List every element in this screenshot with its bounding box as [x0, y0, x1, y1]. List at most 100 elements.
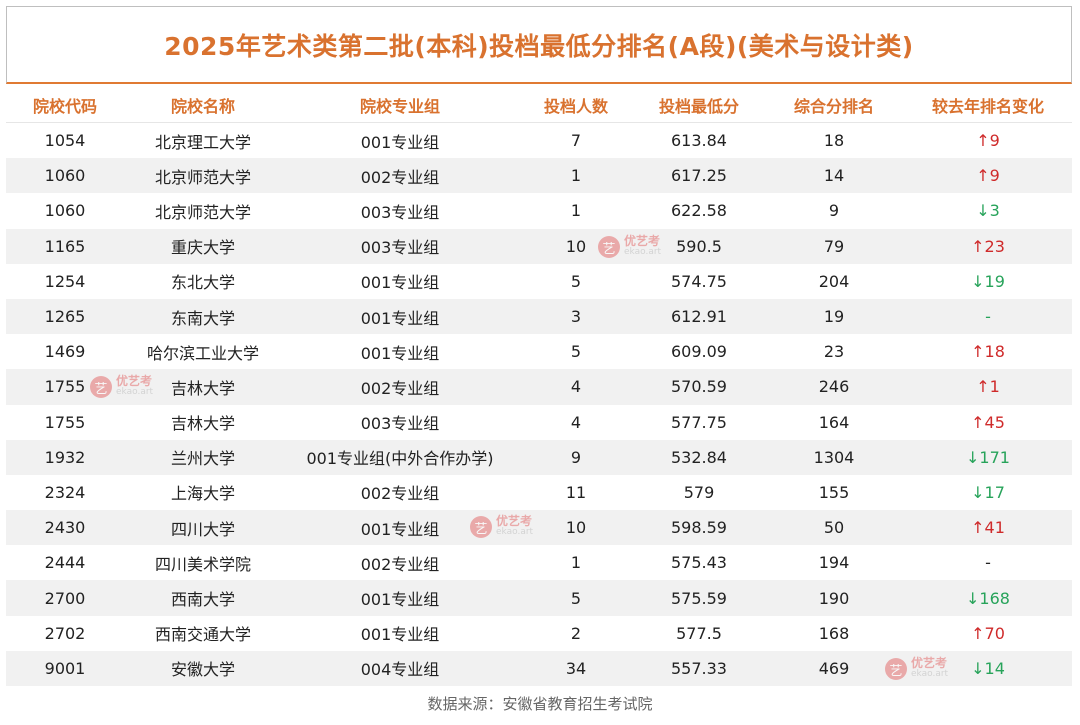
title-box: 2025年艺术类第二批(本科)投档最低分排名(A段)(美术与设计类) [6, 6, 1072, 84]
watermark-logo-icon: 艺 [470, 516, 492, 538]
cell-change: ↑41 [971, 518, 1005, 538]
watermark-logo-icon: 艺 [90, 376, 112, 398]
cell-name: 吉林大学 [170, 414, 235, 434]
cell-min-score: 577.5 [676, 623, 722, 643]
watermark: 艺 优艺考 ekao.art [885, 657, 949, 680]
cell-rank: 50 [823, 518, 845, 538]
cell-min-score: 598.59 [671, 518, 727, 538]
cell-group: 002专业组 [360, 167, 440, 187]
cell-count: 1 [570, 166, 582, 186]
cell-group: 001专业组 [360, 132, 440, 152]
cell-count: 4 [570, 377, 582, 397]
table-row: 1060 北京师范大学 003专业组 1 622.58 9 ↓3 [6, 193, 1072, 228]
cell-count: 11 [565, 482, 587, 502]
cell-code: 2430 [44, 518, 86, 538]
header-change: 较去年排名变化 [931, 97, 1044, 116]
table-row: 1060 北京师范大学 002专业组 1 617.25 14 ↑9 [6, 158, 1072, 194]
cell-rank: 164 [818, 412, 850, 432]
cell-rank: 1304 [813, 447, 855, 467]
cell-group: 001专业组 [360, 590, 440, 610]
cell-min-score: 617.25 [671, 166, 727, 186]
cell-group: 002专业组 [360, 378, 440, 398]
watermark-logo-icon: 艺 [885, 658, 907, 680]
cell-code: 2700 [44, 588, 86, 608]
cell-code: 1932 [44, 447, 86, 467]
cell-change: ↓17 [971, 482, 1005, 502]
cell-count: 5 [570, 588, 582, 608]
table-row: 9001 安徽大学 004专业组 34 557.33 469 ↓14 [6, 650, 1072, 686]
cell-change: ↑23 [971, 236, 1005, 256]
cell-name: 四川美术学院 [154, 554, 251, 574]
watermark-site: ekao.art [911, 669, 949, 679]
cell-change: ↓171 [966, 447, 1010, 467]
cell-rank: 194 [818, 553, 850, 573]
cell-rank: 23 [823, 342, 845, 362]
table-row: 2430 四川大学 001专业组 10 598.59 50 ↑41 [6, 510, 1072, 546]
header-count: 投档人数 [543, 97, 608, 116]
cell-name: 东北大学 [170, 273, 235, 293]
cell-name: 兰州大学 [170, 449, 235, 469]
cell-group: 001专业组 [360, 273, 440, 293]
cell-name: 重庆大学 [170, 238, 235, 258]
cell-rank: 204 [818, 271, 850, 291]
cell-name: 西南大学 [170, 590, 235, 610]
cell-name: 东南大学 [170, 308, 235, 328]
cell-code: 1054 [44, 131, 86, 151]
cell-name: 北京理工大学 [154, 132, 251, 152]
cell-rank: 79 [823, 236, 845, 256]
watermark-site: ekao.art [116, 387, 154, 397]
cell-rank: 155 [818, 482, 850, 502]
cell-change: ↑70 [971, 623, 1005, 643]
table-row: 2324 上海大学 002专业组 11 579 155 ↓17 [6, 475, 1072, 510]
cell-code: 1755 [44, 377, 86, 397]
cell-rank: 246 [818, 377, 850, 397]
cell-count: 9 [570, 447, 582, 467]
cell-rank: 168 [818, 623, 850, 643]
cell-rank: 469 [818, 658, 850, 678]
cell-group: 003专业组 [360, 238, 440, 258]
header-group: 院校专业组 [359, 97, 440, 116]
cell-min-score: 622.58 [671, 201, 727, 221]
cell-count: 5 [570, 271, 582, 291]
cell-min-score: 590.5 [676, 236, 722, 256]
table-row: 1265 东南大学 001专业组 3 612.91 19 - [6, 298, 1072, 335]
cell-count: 34 [565, 658, 587, 678]
cell-group: 003专业组 [360, 202, 440, 222]
cell-change: ↓19 [971, 271, 1005, 291]
cell-min-score: 612.91 [671, 307, 727, 327]
watermark-name: 优艺考 [624, 234, 661, 248]
table-row: 2700 西南大学 001专业组 5 575.59 190 ↓168 [6, 580, 1072, 616]
cell-rank: 19 [823, 307, 845, 327]
cell-change: - [985, 553, 991, 573]
cell-group: 001专业组 [360, 308, 440, 328]
table-row: 1755 吉林大学 003专业组 4 577.75 164 ↑45 [6, 405, 1072, 440]
cell-change: ↑45 [971, 412, 1005, 432]
cell-code: 2324 [44, 482, 86, 502]
table-row: 2702 西南交通大学 001专业组 2 577.5 168 ↑70 [6, 616, 1072, 651]
cell-name: 北京师范大学 [154, 167, 251, 187]
cell-code: 2702 [44, 623, 86, 643]
cell-count: 2 [570, 623, 582, 643]
cell-min-score: 575.43 [671, 553, 727, 573]
cell-code: 2444 [44, 553, 86, 573]
cell-min-score: 570.59 [671, 377, 727, 397]
ranking-table: 院校代码 院校名称 院校专业组 投档人数 投档最低分 综合分排名 较去年排名变化… [6, 88, 1072, 686]
cell-code: 1265 [44, 307, 86, 327]
table-row: 1932 兰州大学 001专业组(中外合作办学) 9 532.84 1304 ↓171 [6, 439, 1072, 475]
page-title: 2025年艺术类第二批(本科)投档最低分排名(A段)(美术与设计类) [164, 31, 914, 61]
cell-count: 3 [570, 307, 582, 327]
cell-code: 9001 [44, 658, 86, 678]
cell-count: 10 [565, 236, 587, 256]
cell-min-score: 609.09 [671, 342, 727, 362]
watermark: 艺 优艺考 ekao.art [598, 234, 661, 258]
header-code: 院校代码 [32, 97, 97, 116]
cell-count: 7 [570, 131, 582, 151]
table-row: 1469 哈尔滨工业大学 001专业组 5 609.09 23 ↑18 [6, 334, 1072, 369]
cell-change: - [985, 307, 991, 327]
cell-min-score: 574.75 [671, 271, 727, 291]
header-name: 院校名称 [170, 97, 235, 116]
cell-min-score: 613.84 [671, 131, 727, 151]
cell-change: ↓168 [966, 588, 1010, 608]
cell-change: ↑1 [976, 377, 1000, 397]
cell-group: 002专业组 [360, 484, 440, 504]
